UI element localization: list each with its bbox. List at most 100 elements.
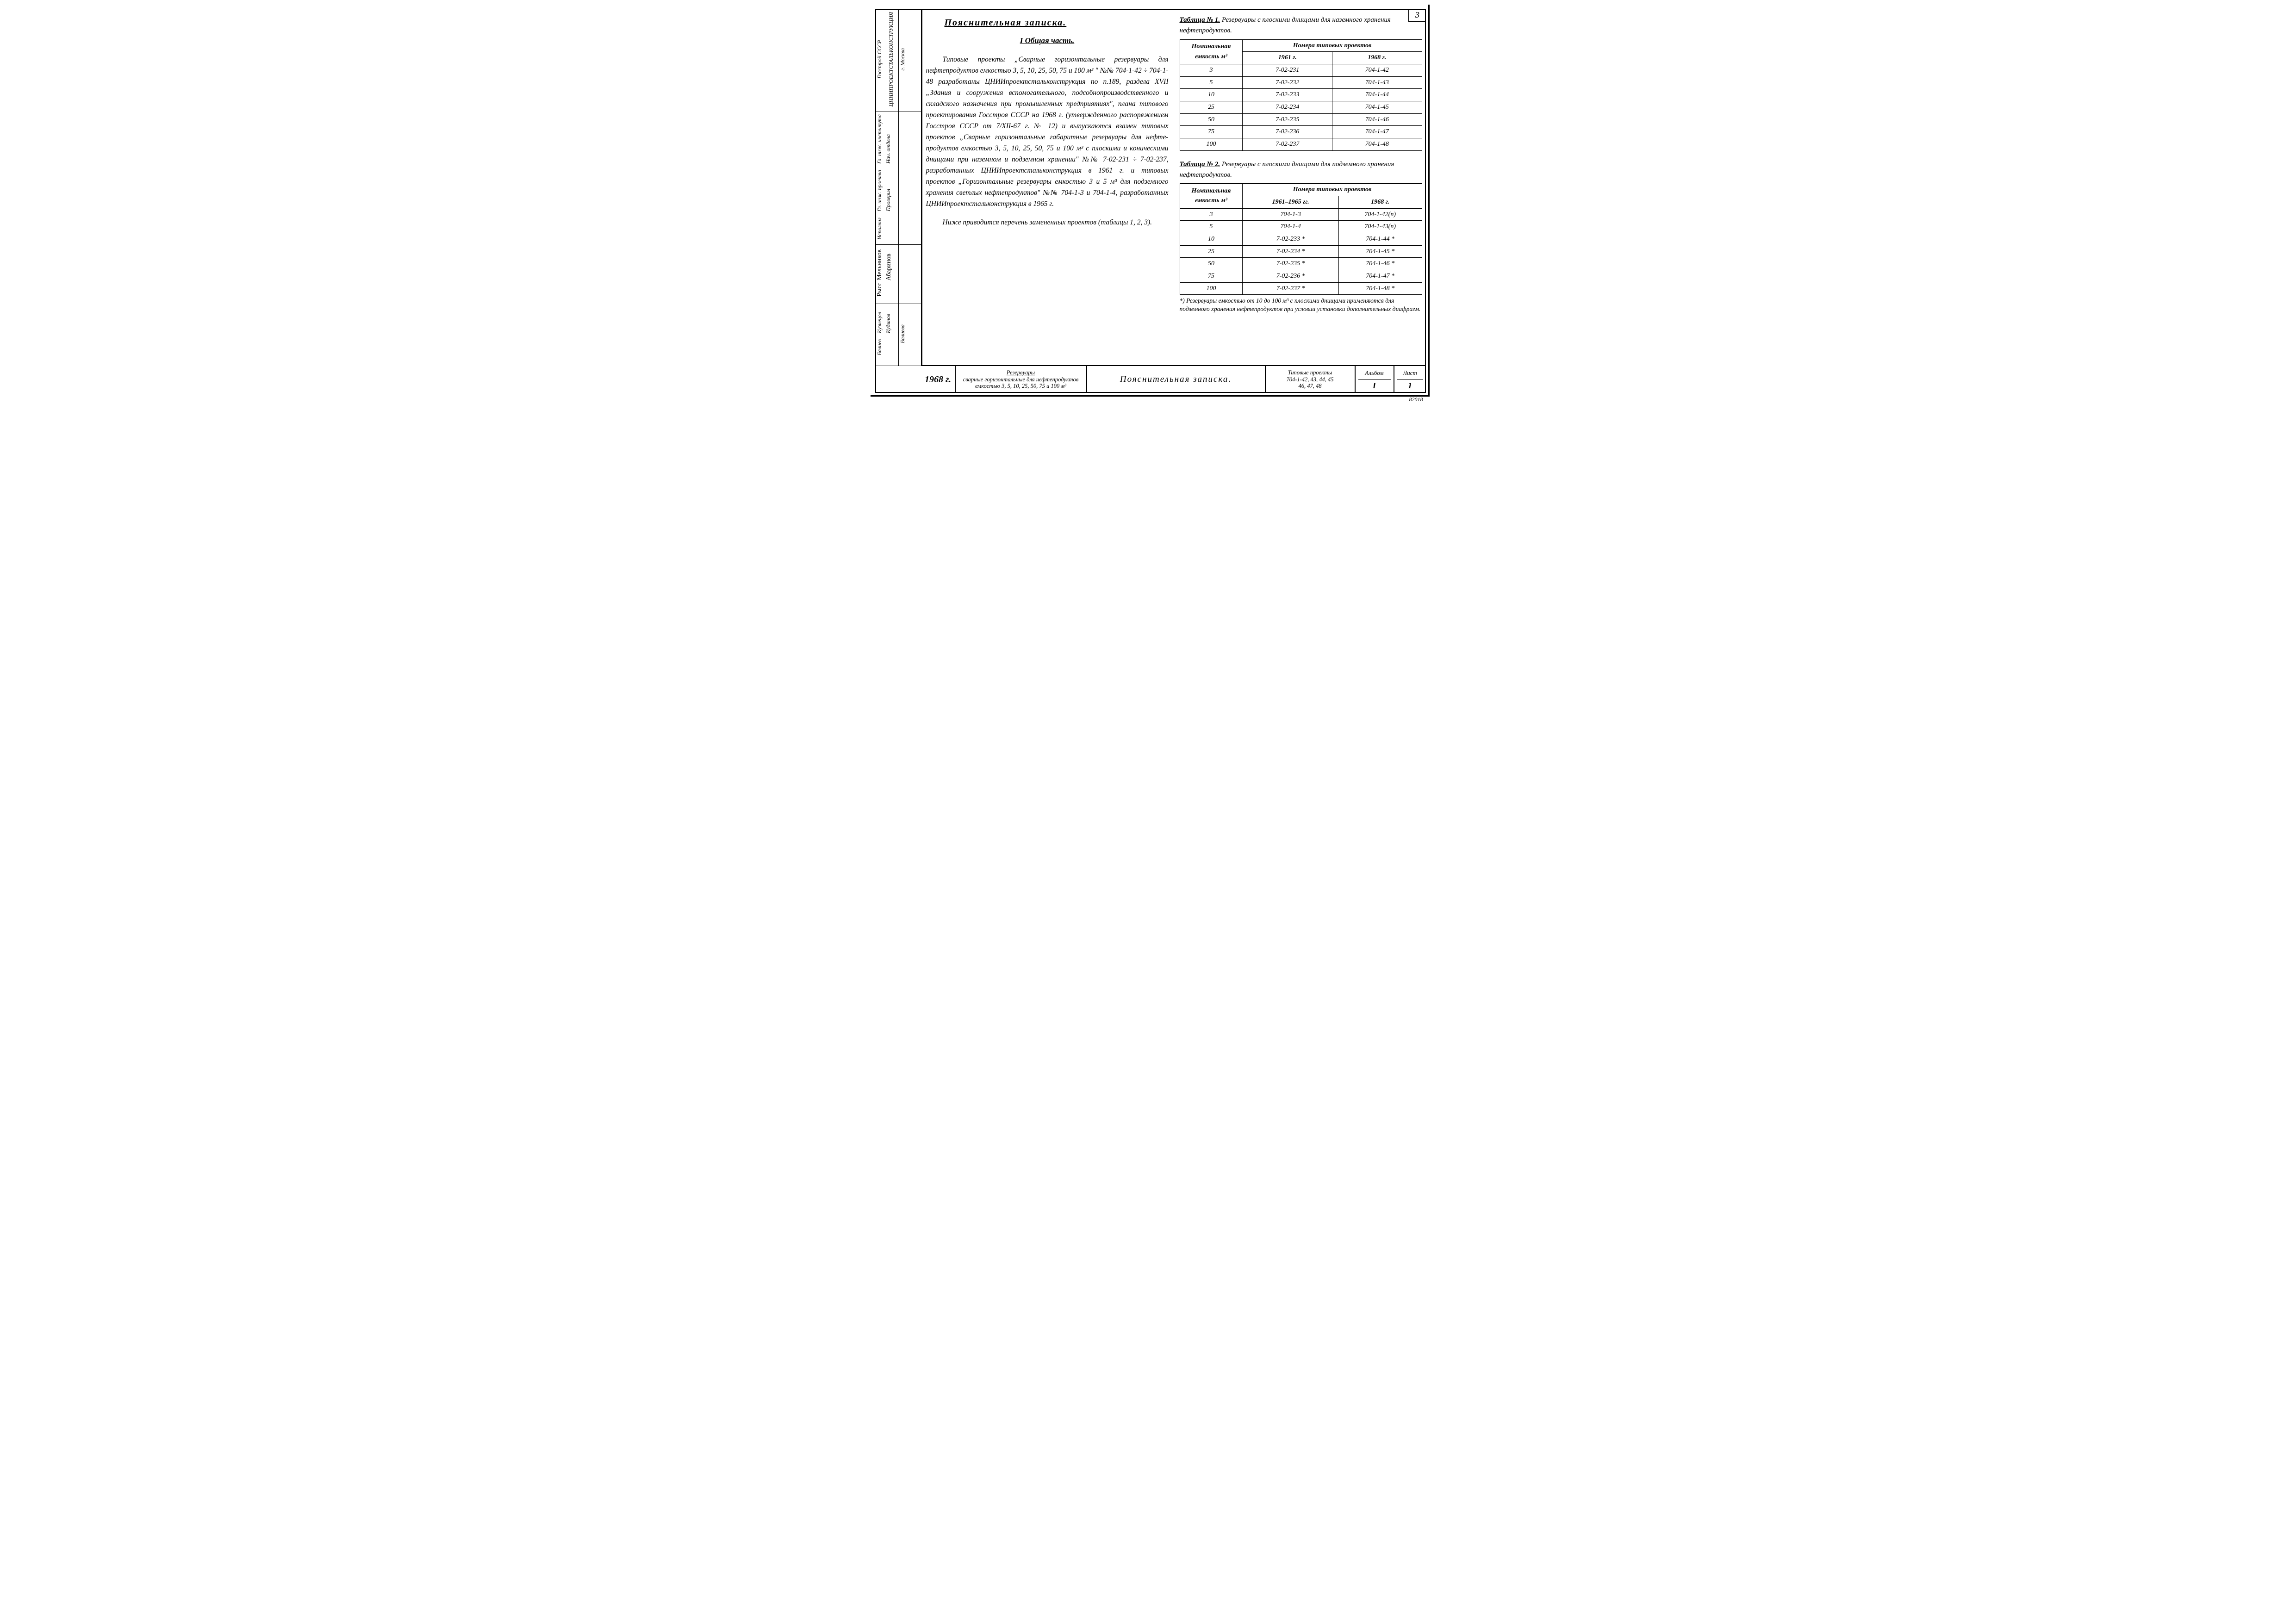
tb-album: Альбом I: [1356, 366, 1394, 393]
tb-desc-2: сварные горизонтальные для нефтепродукто…: [958, 376, 1083, 383]
signature-2: Абаринов: [885, 254, 893, 280]
table-cell: 704-1-42(п): [1338, 208, 1422, 221]
t2-col-b: 1968 г.: [1338, 196, 1422, 208]
tb-desc-1: Резервуары: [958, 369, 1083, 376]
tb-year: 1968 г.: [921, 366, 956, 393]
org-line-2: ЦНИИПРОЕКТСТАЛЬКОНСТРУКЦИЯ: [888, 10, 895, 109]
t1-col-a: 1961 г.: [1243, 52, 1332, 64]
tb-proj-3: 46, 47, 48: [1269, 383, 1352, 389]
table-cell: 3: [1180, 64, 1243, 76]
table2-title-num: Таблица № 2.: [1180, 161, 1220, 168]
tb-description: Резервуары сварные горизонтальные для не…: [956, 366, 1087, 393]
table-1: Номинальная емкость м³ Номера типовых пр…: [1180, 39, 1422, 151]
table-row: 757-02-236704-1-47: [1180, 126, 1422, 138]
table-cell: 7-02-235 *: [1243, 258, 1338, 270]
table-cell: 704-1-43(п): [1338, 221, 1422, 233]
table-cell: 704-1-45: [1332, 101, 1422, 113]
table-cell: 7-02-237 *: [1243, 282, 1338, 295]
name-4: Балиева: [899, 323, 906, 345]
table-row: 107-02-233 *704-1-44 *: [1180, 233, 1422, 245]
table-cell: 25: [1180, 101, 1243, 113]
table-cell: 7-02-233: [1243, 89, 1332, 101]
section-heading: I Общая часть.: [926, 35, 1169, 47]
table-cell: 704-1-43: [1332, 76, 1422, 89]
table-cell: 704-1-42: [1332, 64, 1422, 76]
table-cell: 7-02-237: [1243, 138, 1332, 151]
table-cell: 704-1-4: [1243, 221, 1338, 233]
table-cell: 3: [1180, 208, 1243, 221]
table-cell: 704-1-46: [1332, 113, 1422, 126]
t2-head-capacity: Номинальная емкость м³: [1180, 184, 1243, 208]
tb-main-title: Пояснительная записка.: [1087, 366, 1266, 393]
table-cell: 7-02-236 *: [1243, 270, 1338, 283]
table-row: 257-02-234 *704-1-45 *: [1180, 245, 1422, 258]
table-cell: 704-1-47 *: [1338, 270, 1422, 283]
t2-col-a: 1961–1965 гг.: [1243, 196, 1338, 208]
table-cell: 25: [1180, 245, 1243, 258]
table-cell: 10: [1180, 233, 1243, 245]
paragraph-2: Ниже приводится перечень замененных прое…: [926, 217, 1169, 228]
side-titleblock: Госстрой СССР ЦНИИПРОЕКТСТАЛЬКОНСТРУКЦИЯ…: [875, 9, 922, 366]
tb-projects: Типовые проекты 704-1-42, 43, 44, 45 46,…: [1266, 366, 1356, 393]
tb-sheet: Лист 1: [1394, 366, 1426, 393]
t2-head-group: Номера типовых проектов: [1243, 184, 1422, 196]
table-row: 1007-02-237704-1-48: [1180, 138, 1422, 151]
table-cell: 100: [1180, 282, 1243, 295]
table-cell: 50: [1180, 113, 1243, 126]
table-cell: 7-02-234 *: [1243, 245, 1338, 258]
table-row: 257-02-234704-1-45: [1180, 101, 1422, 113]
table-cell: 5: [1180, 76, 1243, 89]
table-row: 757-02-236 *704-1-47 *: [1180, 270, 1422, 283]
table-cell: 704-1-47: [1332, 126, 1422, 138]
t1-head-group: Номера типовых проектов: [1243, 39, 1422, 52]
signature-1: Мельников: [876, 249, 884, 280]
org-city: г. Москва: [899, 46, 906, 72]
org-line-1: Госстрой СССР: [876, 38, 883, 81]
t1-head-capacity: Номинальная емкость м³: [1180, 39, 1243, 64]
form-number: 82018: [1409, 396, 1423, 403]
table-row: 5704-1-4704-1-43(п): [1180, 221, 1422, 233]
content-area: Пояснительная записка. I Общая часть. Ти…: [926, 13, 1422, 364]
table-cell: 7-02-235: [1243, 113, 1332, 126]
drawing-sheet: 3 Госстрой СССР ЦНИИПРОЕКТСТАЛЬКОНСТРУКЦ…: [861, 0, 1435, 406]
doc-title: Пояснительная записка.: [945, 16, 1169, 30]
table1-title-num: Таблица № 1.: [1180, 16, 1220, 24]
t1-col-b: 1968 г.: [1332, 52, 1422, 64]
tb-proj-2: 704-1-42, 43, 44, 45: [1269, 376, 1352, 383]
table-cell: 75: [1180, 126, 1243, 138]
table-row: 57-02-232704-1-43: [1180, 76, 1422, 89]
tb-desc-3: емкостью 3, 5, 10, 25, 50, 75 и 100 м³: [958, 383, 1083, 389]
table-cell: 704-1-3: [1243, 208, 1338, 221]
table-cell: 7-02-236: [1243, 126, 1332, 138]
role-1: Гл. инж. института: [876, 112, 883, 166]
tb-sheet-label: Лист: [1397, 367, 1423, 380]
table-row: 507-02-235704-1-46: [1180, 113, 1422, 126]
table-cell: 704-1-44 *: [1338, 233, 1422, 245]
left-column: Пояснительная записка. I Общая часть. Ти…: [926, 13, 1169, 364]
table-cell: 7-02-232: [1243, 76, 1332, 89]
table1-title: Таблица № 1. Резервуары с плоскими днища…: [1180, 15, 1422, 37]
table-row: 107-02-233704-1-44: [1180, 89, 1422, 101]
role-5: Исполнил: [876, 216, 883, 242]
paragraph-1: Типовые проекты „Сварные горизонтальные …: [926, 54, 1169, 210]
table-cell: 704-1-45 *: [1338, 245, 1422, 258]
tb-proj-1: Типовые проекты: [1269, 369, 1352, 376]
table-row: 1007-02-237 *704-1-48 *: [1180, 282, 1422, 295]
tb-album-label: Альбом: [1358, 367, 1391, 380]
table-cell: 704-1-48: [1332, 138, 1422, 151]
role-4: Проверил: [885, 187, 892, 213]
tb-album-value: I: [1358, 380, 1391, 392]
table-cell: 704-1-48 *: [1338, 282, 1422, 295]
table-cell: 50: [1180, 258, 1243, 270]
role-3: Гл. инж. проекта: [876, 168, 883, 213]
table-cell: 7-02-234: [1243, 101, 1332, 113]
name-2: Кудинов: [885, 312, 892, 335]
table2-title: Таблица № 2. Резервуары с плоскими днища…: [1180, 159, 1422, 181]
right-column: Таблица № 1. Резервуары с плоскими днища…: [1180, 13, 1422, 364]
tb-sheet-value: 1: [1397, 380, 1423, 392]
table-2: Номинальная емкость м³ Номера типовых пр…: [1180, 183, 1422, 295]
bottom-titleblock: 1968 г. Резервуары сварные горизонтальны…: [921, 365, 1426, 393]
table-cell: 7-02-233 *: [1243, 233, 1338, 245]
table-cell: 5: [1180, 221, 1243, 233]
table-cell: 704-1-44: [1332, 89, 1422, 101]
